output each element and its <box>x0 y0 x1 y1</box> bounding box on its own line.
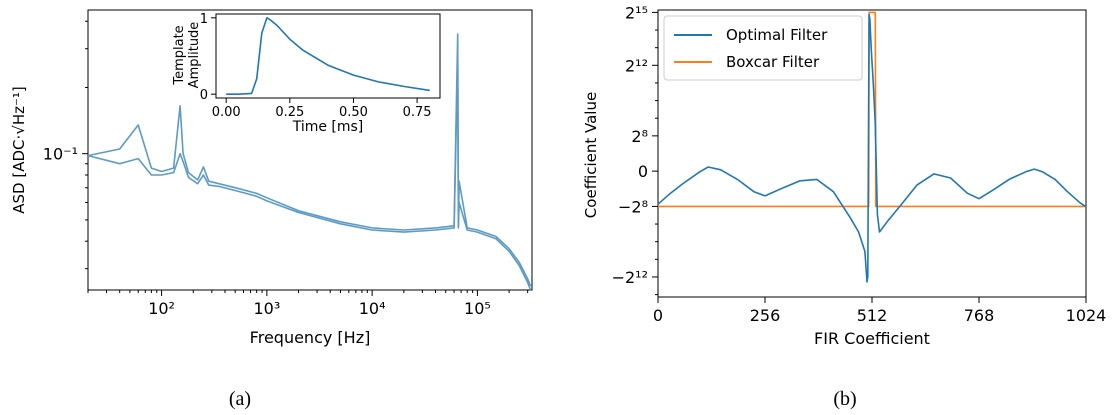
inset-x-tick-label: 0.75 <box>403 105 432 120</box>
legend-label-boxcar: Boxcar Filter <box>726 53 820 71</box>
inset-x-tick-label: 0.25 <box>275 105 304 120</box>
x-tick-label: 10⁵ <box>464 299 491 318</box>
x-tick-label: 10³ <box>253 299 280 318</box>
inset-ylabel-line2: Amplitude <box>187 22 202 89</box>
panel-a-xlabel: Frequency [Hz] <box>250 328 371 347</box>
panel-a: 10² 10³ 10⁴ 10⁵ 10⁻¹ Frequency [Hz] ASD [AD… <box>10 9 533 410</box>
panel-b: 0 256 512 768 1024 2¹⁵ 2¹² 2⁸ 0 −2⁸ −2¹² FIR Coef… <box>582 3 1106 410</box>
panel-a-ylabel: ASD [ADC·√Hz⁻¹] <box>10 86 28 214</box>
inset-frame <box>215 13 441 99</box>
legend: Optimal Filter Boxcar Filter <box>663 15 863 81</box>
inset-ylabel-line1: Template <box>172 25 187 85</box>
panel-b-xlabel: FIR Coefficient <box>814 329 930 348</box>
asd-series-line-2 <box>87 54 532 291</box>
y-tick-label: 2⁸ <box>631 127 648 146</box>
inset-xlabel: Time [ms] <box>292 119 364 135</box>
y-tick-label: −2⁸ <box>618 197 648 216</box>
x-tick-label: 768 <box>964 306 995 325</box>
boxcar-filter-line <box>658 11 1086 208</box>
inset-x-tick-label: 0.50 <box>339 105 368 120</box>
panel-b-caption: (b) <box>833 388 856 410</box>
x-tick-label: 10⁴ <box>359 299 386 318</box>
panel-a-caption: (a) <box>229 388 251 410</box>
legend-label-optimal: Optimal Filter <box>726 26 828 44</box>
inset-y-tick-label: 1 <box>200 12 208 27</box>
inset-y-tick-label: 0 <box>200 88 208 103</box>
asd-series-line-1 <box>87 33 532 287</box>
y-tick-label: 2¹⁵ <box>625 3 648 22</box>
panel-a-frame <box>87 9 533 291</box>
x-tick-label: 1024 <box>1066 306 1107 325</box>
x-tick-label: 256 <box>750 306 781 325</box>
inset: 0.00 0.25 0.50 0.75 0 1 Time [ms] Template Am… <box>172 12 441 135</box>
template-pulse-line <box>226 16 430 95</box>
y-tick-label: 0 <box>638 162 648 181</box>
y-tick-label: 10⁻¹ <box>43 145 78 164</box>
panel-b-ylabel: Coefficient Value <box>582 92 600 218</box>
optimal-filter-line <box>657 13 1087 283</box>
x-tick-label: 512 <box>857 306 888 325</box>
x-tick-label: 10² <box>148 299 175 318</box>
x-tick-label: 0 <box>653 306 663 325</box>
inset-x-tick-label: 0.00 <box>212 105 241 120</box>
legend-frame <box>663 15 863 81</box>
y-tick-label: 2¹² <box>625 56 648 75</box>
y-tick-label: −2¹² <box>612 268 648 287</box>
